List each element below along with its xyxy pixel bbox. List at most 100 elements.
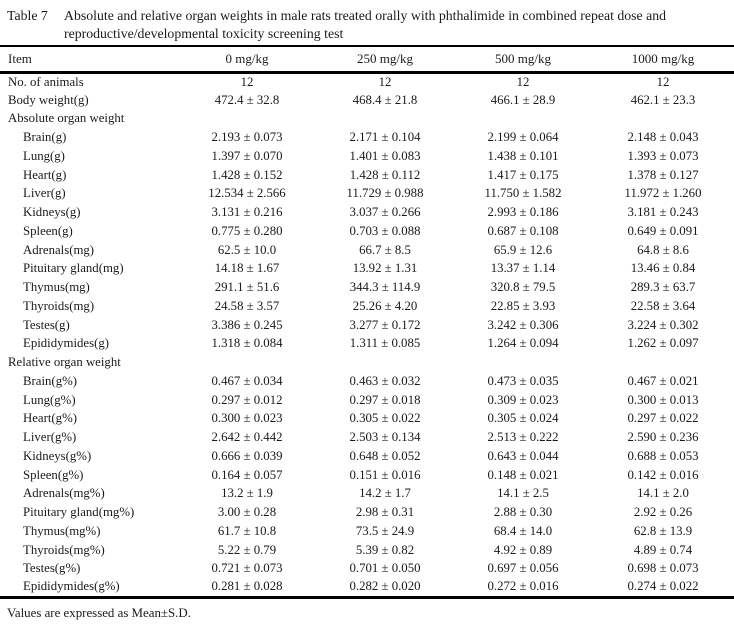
value-cell: 2.92 ± 0.26 (633, 505, 693, 520)
table-row: Testes(g) 3.386 ± 0.245 3.277 ± 0.172 3.242… (0, 316, 734, 335)
value-cell: 3.224 ± 0.302 (627, 317, 699, 332)
table-row: Epididymides(g%) 0.281 ± 0.028 0.282 ± 0.0… (0, 578, 734, 597)
table-header: Item 0 mg/kg 250 mg/kg 500 mg/kg 1000 mg/kg (0, 46, 734, 74)
value-cell (316, 353, 454, 372)
item-label: Heart(g) (23, 167, 67, 182)
item-label: Spleen(g%) (23, 467, 84, 482)
value-cell: 0.649 ± 0.091 (627, 223, 699, 238)
table-row: Adrenals(mg) 62.5 ± 10.0 66.7 ± 8.5 65.9 ± … (0, 241, 734, 260)
table-row: Heart(g) 1.428 ± 0.152 1.428 ± 0.112 1.417 … (0, 166, 734, 185)
column-header-dose: 500 mg/kg (454, 46, 592, 74)
value-cell: 0.297 ± 0.022 (627, 411, 699, 426)
section-label: Relative organ weight (8, 355, 121, 370)
value-cell: 22.85 ± 3.93 (490, 298, 556, 313)
column-header-dose: 250 mg/kg (316, 46, 454, 74)
value-cell: 65.9 ± 12.6 (493, 242, 553, 257)
value-cell: 0.697 ± 0.056 (487, 561, 559, 576)
value-cell: 12 (516, 74, 530, 89)
value-cell: 0.142 ± 0.016 (627, 467, 699, 482)
value-cell: 24.58 ± 3.57 (214, 298, 280, 313)
item-label: Testes(g%) (23, 561, 81, 576)
value-cell: 0.688 ± 0.053 (627, 448, 699, 463)
value-cell: 2.148 ± 0.043 (627, 130, 699, 145)
value-cell: 291.1 ± 51.6 (214, 280, 280, 295)
item-label: Thymus(mg%) (23, 523, 101, 538)
value-cell (178, 353, 316, 372)
value-cell: 4.92 ± 0.89 (493, 542, 553, 557)
value-cell: 2.993 ± 0.186 (487, 205, 559, 220)
value-cell: 2.88 ± 0.30 (493, 505, 553, 520)
value-cell: 22.58 ± 3.64 (630, 298, 696, 313)
value-cell: 12 (656, 74, 670, 89)
item-label: Epididymides(g%) (23, 579, 120, 594)
table-row: No. of animals 12 12 12 12 (0, 72, 734, 91)
value-cell: 0.473 ± 0.035 (487, 373, 559, 388)
table-row: Thyroids(mg) 24.58 ± 3.57 25.26 ± 4.20 22.8… (0, 297, 734, 316)
value-cell: 320.8 ± 79.5 (490, 280, 556, 295)
value-cell: 0.309 ± 0.023 (487, 392, 559, 407)
value-cell (454, 353, 592, 372)
value-cell: 11.729 ± 0.988 (346, 186, 424, 201)
item-label: Adrenals(mg%) (23, 486, 105, 501)
organ-weights-table: Item 0 mg/kg 250 mg/kg 500 mg/kg 1000 mg/kg … (0, 45, 734, 599)
item-label: Thymus(mg) (23, 280, 90, 295)
value-cell (454, 110, 592, 129)
value-cell: 1.378 ± 0.127 (627, 167, 699, 182)
value-cell: 2.199 ± 0.064 (487, 130, 559, 145)
value-cell: 2.193 ± 0.073 (211, 130, 283, 145)
value-cell: 12 (378, 74, 392, 89)
table-row: Spleen(g%) 0.164 ± 0.057 0.151 ± 0.016 0.14… (0, 466, 734, 485)
column-header-dose: 1000 mg/kg (592, 46, 734, 74)
value-cell: 2.590 ± 0.236 (627, 430, 699, 445)
table-row: Liver(g) 12.534 ± 2.566 11.729 ± 0.988 11.7… (0, 185, 734, 204)
value-cell: 0.297 ± 0.018 (349, 392, 421, 407)
table-row: Thymus(mg) 291.1 ± 51.6 344.3 ± 114.9 320.8… (0, 278, 734, 297)
table-row: Testes(g%) 0.721 ± 0.073 0.701 ± 0.050 0.69… (0, 560, 734, 579)
value-cell: 2.98 ± 0.31 (355, 505, 415, 520)
table-body: No. of animals 12 12 12 12 Body weight(g) 472.… (0, 72, 734, 597)
value-cell: 11.972 ± 1.260 (624, 186, 702, 201)
footnote: Values are expressed as Mean±S.D. (7, 605, 191, 620)
table-row: Thymus(mg%) 61.7 ± 10.8 73.5 ± 24.9 68.4 ± … (0, 522, 734, 541)
table-number-label: Table 7 (7, 8, 48, 23)
item-label: Pituitary gland(mg%) (23, 505, 135, 520)
value-cell: 0.148 ± 0.021 (487, 467, 559, 482)
table-row: Relative organ weight (0, 353, 734, 372)
table-row: Pituitary gland(mg%) 3.00 ± 0.28 2.98 ± 0.… (0, 503, 734, 522)
table-row: Kidneys(g%) 0.666 ± 0.039 0.648 ± 0.052 0.6… (0, 447, 734, 466)
item-label: Kidneys(g) (23, 205, 81, 220)
value-cell: 14.2 ± 1.7 (359, 486, 411, 501)
value-cell: 468.4 ± 21.8 (352, 92, 418, 107)
value-cell: 0.463 ± 0.032 (349, 373, 421, 388)
value-cell: 0.467 ± 0.021 (627, 373, 699, 388)
value-cell: 25.26 ± 4.20 (352, 298, 418, 313)
value-cell (592, 353, 734, 372)
value-cell: 73.5 ± 24.9 (355, 523, 415, 538)
table-row: Lung(g%) 0.297 ± 0.012 0.297 ± 0.018 0.309 … (0, 391, 734, 410)
item-label: Body weight(g) (8, 92, 89, 107)
table-row: Brain(g) 2.193 ± 0.073 2.171 ± 0.104 2.199 … (0, 128, 734, 147)
table-row: Brain(g%) 0.467 ± 0.034 0.463 ± 0.032 0.473… (0, 372, 734, 391)
value-cell: 0.703 ± 0.088 (349, 223, 421, 238)
value-cell: 66.7 ± 8.5 (359, 242, 411, 257)
item-label: Lung(g%) (23, 392, 76, 407)
table-row: Kidneys(g) 3.131 ± 0.216 3.037 ± 0.266 2.99… (0, 203, 734, 222)
value-cell: 1.401 ± 0.083 (349, 148, 421, 163)
value-cell: 0.300 ± 0.023 (211, 411, 283, 426)
value-cell: 14.1 ± 2.0 (637, 486, 689, 501)
table-row: Spleen(g) 0.775 ± 0.280 0.703 ± 0.088 0.687… (0, 222, 734, 241)
value-cell: 13.92 ± 1.31 (352, 261, 418, 276)
table-row: Absolute organ weight (0, 110, 734, 129)
value-cell: 3.037 ± 0.266 (349, 205, 421, 220)
value-cell: 13.37 ± 1.14 (490, 261, 556, 276)
value-cell: 68.4 ± 14.0 (493, 523, 553, 538)
value-cell: 2.171 ± 0.104 (349, 130, 421, 145)
value-cell: 0.164 ± 0.057 (211, 467, 283, 482)
value-cell: 12 (240, 74, 254, 89)
value-cell: 0.272 ± 0.016 (487, 579, 559, 594)
item-label: Spleen(g) (23, 223, 73, 238)
value-cell: 61.7 ± 10.8 (217, 523, 277, 538)
value-cell: 0.643 ± 0.044 (487, 448, 559, 463)
table-row: Liver(g%) 2.642 ± 0.442 2.503 ± 0.134 2.513… (0, 428, 734, 447)
